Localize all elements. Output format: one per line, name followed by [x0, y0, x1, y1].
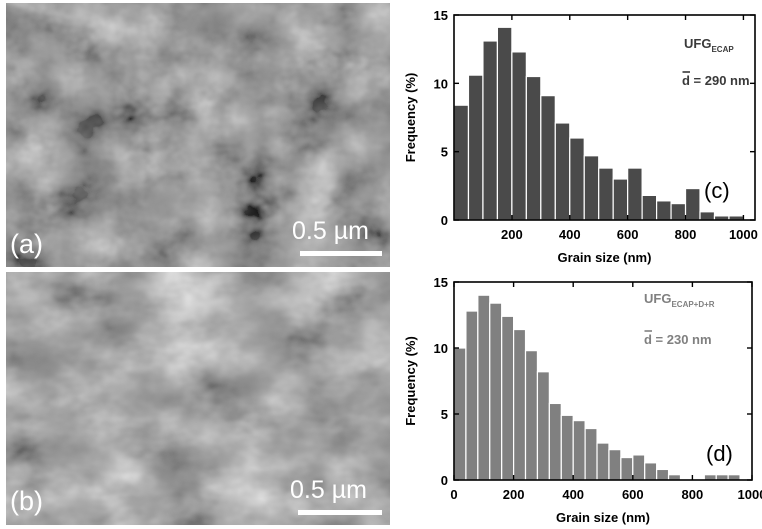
x-axis-label: Grain size (nm)	[558, 250, 652, 265]
bar	[572, 420, 586, 481]
mean-size-label: d = 290 nm	[682, 73, 750, 88]
bar	[489, 302, 503, 481]
bar	[632, 454, 646, 481]
bar	[612, 178, 629, 221]
bar	[477, 294, 491, 481]
bar	[536, 371, 550, 481]
x-tick-label: 600	[622, 487, 644, 502]
y-tick-label: 0	[441, 473, 448, 488]
bar	[453, 104, 470, 221]
bar	[670, 203, 687, 221]
y-tick-label: 10	[434, 76, 448, 91]
bar	[608, 449, 622, 481]
y-tick-label: 0	[441, 213, 448, 228]
bar	[560, 414, 574, 481]
panel-label-c: (c)	[704, 178, 730, 203]
bar	[467, 74, 484, 221]
bar	[569, 137, 585, 221]
bar	[584, 427, 598, 481]
panel-label-d: (d)	[706, 441, 733, 466]
sample-label: UFGECAP	[684, 36, 734, 54]
y-tick-label: 5	[441, 145, 448, 160]
bar	[583, 155, 600, 221]
histogram-d: 0 5 10 15 0 200 400 600 800 1000 Grain size (nm) Fr…	[398, 266, 762, 529]
bar	[656, 468, 670, 481]
bar	[596, 442, 610, 481]
bar	[465, 310, 479, 481]
micrograph-a-scale-label: 0.5 µm	[292, 217, 369, 245]
bar	[524, 350, 539, 481]
bar	[684, 187, 701, 221]
x-tick-label: 200	[503, 487, 525, 502]
micrograph-b-scale-label: 0.5 µm	[290, 476, 367, 504]
x-tick-label: 400	[559, 227, 581, 242]
y-tick-label: 5	[441, 407, 448, 422]
sample-label: UFGECAP+D+R	[644, 291, 715, 309]
bars	[453, 26, 745, 221]
bar	[554, 122, 571, 221]
bar	[511, 51, 527, 221]
bar	[655, 200, 672, 221]
bar	[496, 26, 513, 221]
x-tick-label: 200	[501, 227, 523, 242]
histogram-c-svg: 0 5 10 15 200 400 600 800 1000 Grain size (nm) Fre…	[403, 8, 758, 265]
y-tick-label: 15	[434, 275, 448, 290]
y-tick-label: 10	[434, 341, 448, 356]
x-tick-label: 1000	[738, 487, 762, 502]
bar	[627, 167, 643, 221]
bar	[641, 194, 658, 221]
bar	[598, 167, 614, 221]
plot-frame	[453, 281, 753, 481]
micrograph-b-label: (b)	[10, 486, 43, 516]
x-tick-label: 600	[617, 227, 639, 242]
x-tick-label: 400	[562, 487, 584, 502]
x-tick-label: 1000	[729, 227, 758, 242]
bar	[540, 95, 556, 221]
micrograph-b-scale-bar	[298, 510, 382, 515]
x-tick-label: 0	[450, 487, 457, 502]
x-tick-label: 800	[675, 227, 697, 242]
bar	[525, 75, 542, 221]
bars	[453, 294, 741, 481]
x-axis-label: Grain size (nm)	[556, 510, 650, 525]
micrograph-b: (b) 0.5 µm	[6, 272, 390, 525]
plot-frame	[453, 14, 756, 221]
micrograph-a-scale-bar	[300, 251, 382, 256]
mean-size-label: d = 230 nm	[644, 332, 712, 347]
bar	[501, 315, 515, 481]
histogram-c: 0 5 10 15 200 400 600 800 1000 Grain size (nm) Fre…	[398, 0, 762, 266]
bar	[699, 211, 716, 221]
bar	[548, 402, 562, 481]
bar	[482, 40, 499, 221]
micrograph-a: (a) 0.5 µm	[6, 3, 390, 267]
bar	[512, 328, 527, 481]
x-tick-label: 800	[682, 487, 704, 502]
micrograph-a-label: (a)	[10, 229, 43, 259]
y-axis-label: Frequency (%)	[403, 336, 418, 426]
bar	[620, 456, 634, 481]
micrograph-a-image	[6, 3, 390, 267]
y-tick-label: 15	[434, 8, 448, 23]
y-axis-label: Frequency (%)	[403, 73, 418, 163]
micrograph-b-image	[6, 272, 390, 525]
bar	[644, 462, 658, 481]
histogram-d-svg: 0 5 10 15 0 200 400 600 800 1000 Grain size (nm) Fr…	[403, 275, 762, 525]
